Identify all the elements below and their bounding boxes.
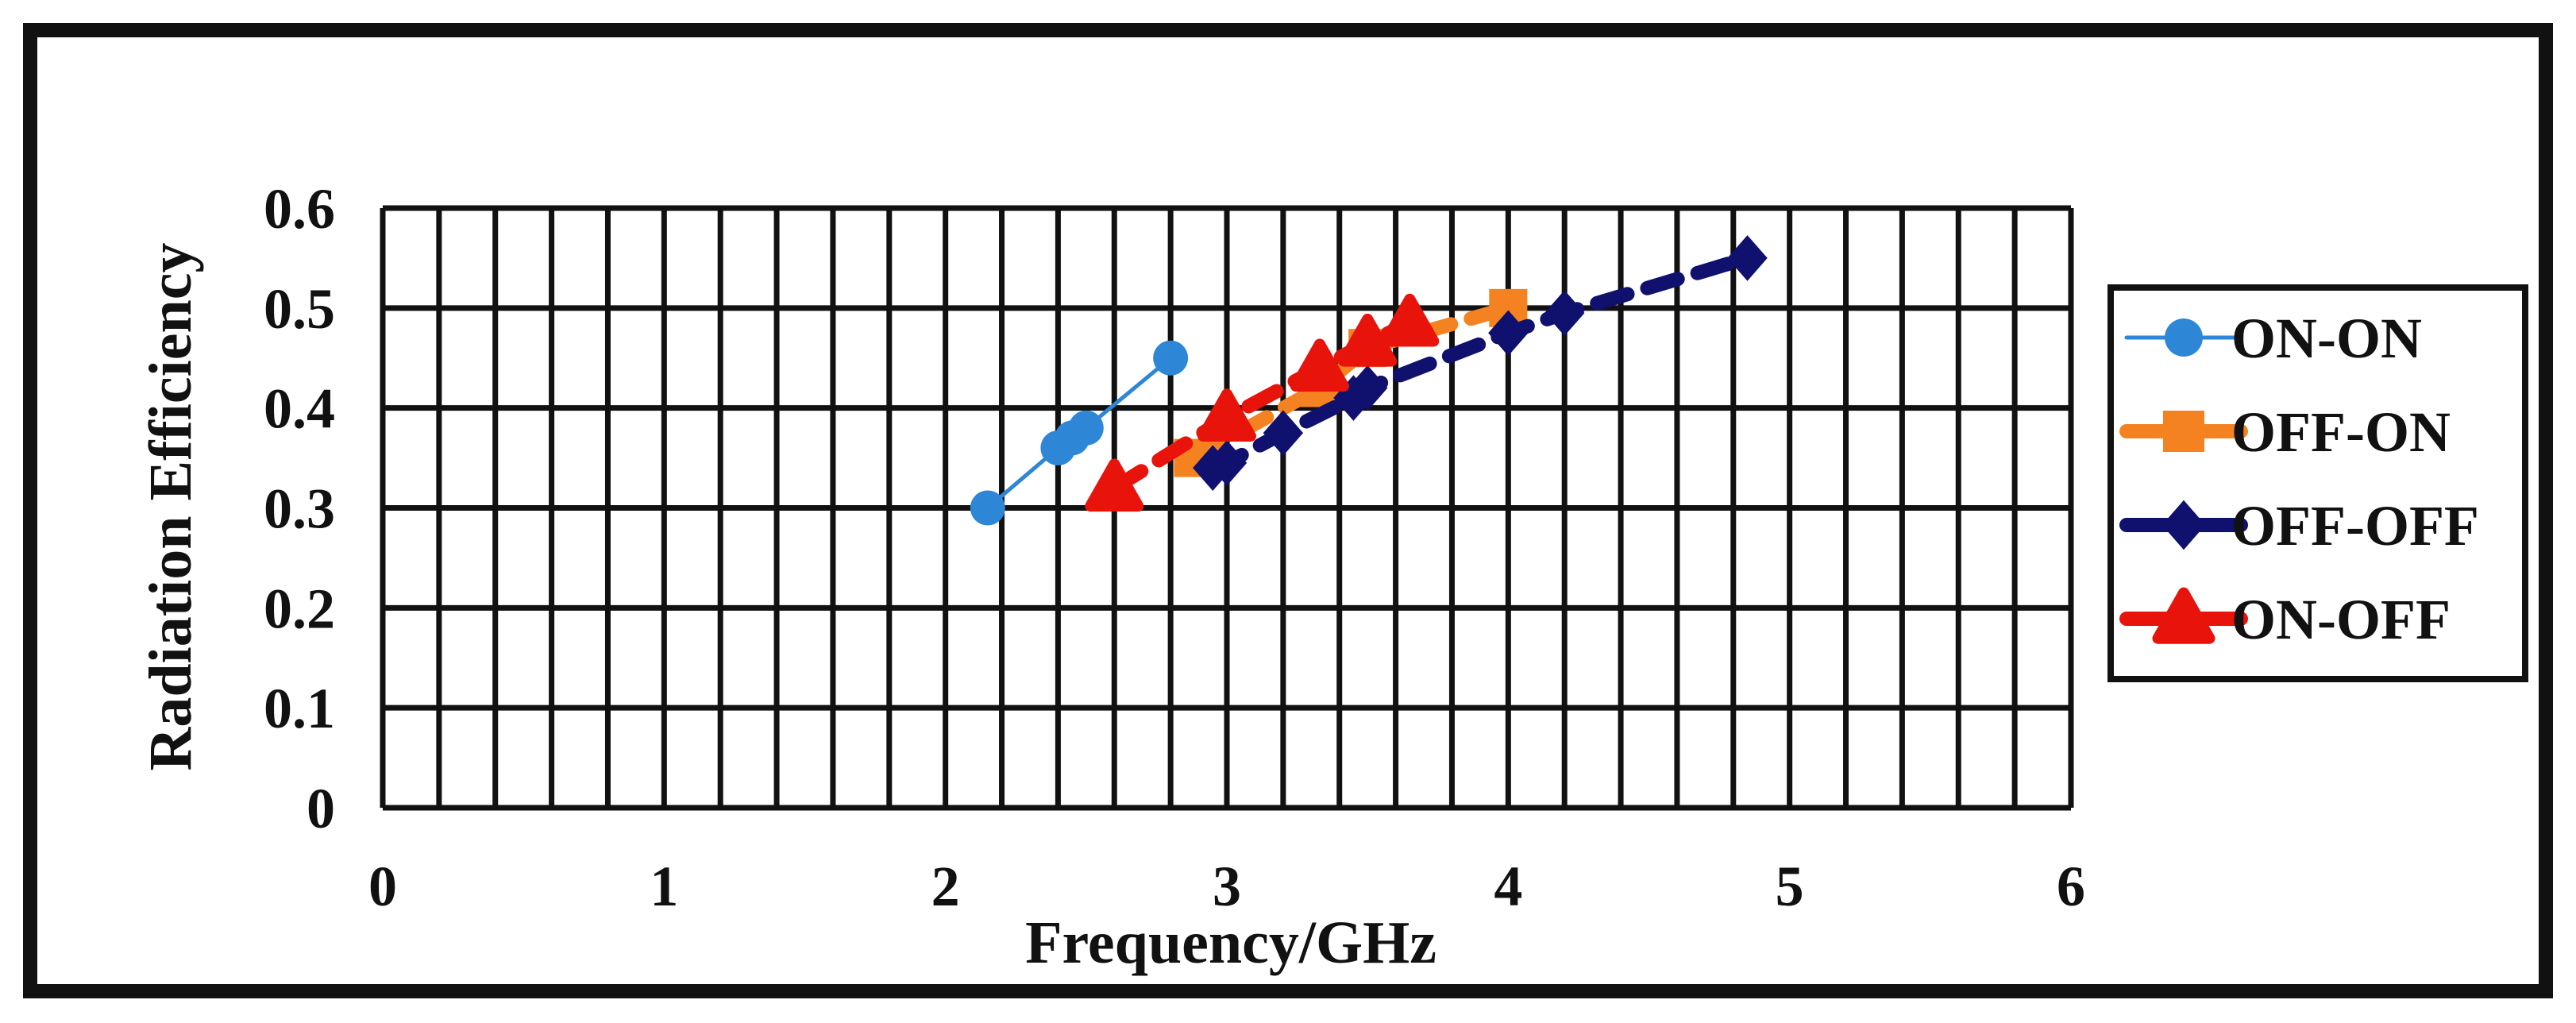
y-tick-label: 0.2	[264, 577, 335, 640]
y-tick-label: 0.6	[264, 177, 335, 241]
marker-diamond	[1727, 235, 1768, 281]
marker-triangle	[1380, 293, 1440, 347]
y-tick-label: 0	[307, 777, 335, 840]
marker-triangle	[1197, 388, 1256, 442]
legend-label: OFF-OFF	[2231, 494, 2479, 558]
marker-diamond	[1206, 440, 1248, 486]
x-tick-label: 2	[931, 855, 960, 918]
y-tick-label: 0.1	[264, 677, 335, 740]
marker-triangle	[1085, 458, 1144, 512]
legend-label: ON-ON	[2231, 307, 2422, 370]
series-layer	[970, 235, 1768, 526]
marker-triangle	[1290, 338, 1349, 392]
x-tick-label: 0	[368, 855, 397, 918]
legend-item: ON-ON	[2124, 307, 2422, 370]
series-off-off	[1193, 235, 1768, 491]
marker-square	[2163, 411, 2204, 452]
marker-triangle	[2152, 587, 2215, 644]
legend-label: OFF-ON	[2231, 400, 2451, 464]
marker-circle	[1153, 340, 1189, 376]
marker-diamond	[1488, 310, 1529, 357]
legend-label: ON-OFF	[2231, 588, 2451, 651]
x-tick-label: 4	[1494, 855, 1522, 918]
marker-circle	[970, 490, 1005, 526]
legend-item: ON-OFF	[2119, 587, 2451, 651]
x-axis-label: Frequency/GHz	[1025, 909, 1436, 976]
marker-diamond	[1263, 410, 1304, 456]
y-tick-label: 0.3	[264, 477, 335, 541]
marker-circle	[1068, 410, 1104, 446]
marker-triangle	[1338, 313, 1398, 367]
marker-diamond	[1347, 365, 1388, 411]
x-tick-label: 6	[2057, 855, 2085, 918]
series-line	[1186, 300, 1516, 465]
y-tick-labels: 0 0.1 0.2 0.3 0.4 0.5 0.6	[264, 177, 335, 840]
y-tick-label: 0.4	[264, 377, 335, 441]
y-tick-label: 0.5	[264, 277, 335, 341]
legend-item: OFF-OFF	[2119, 494, 2479, 558]
y-axis-label: Radiation Efficiency	[137, 243, 204, 771]
legend: ON-ON OFF-ON OFF-OFF ON-OFF	[2107, 284, 2528, 682]
x-tick-label: 3	[1213, 855, 1241, 918]
series-on-on	[970, 340, 1189, 526]
x-tick-label: 5	[1776, 855, 1804, 918]
legend-item: OFF-ON	[2119, 400, 2451, 464]
x-tick-labels: 0 1 2 3 4 5 6	[368, 855, 2085, 918]
marker-diamond	[2161, 500, 2206, 550]
series-on-off	[1085, 293, 1440, 512]
marker-diamond	[1544, 290, 1585, 336]
marker-circle	[2165, 318, 2203, 357]
x-tick-label: 1	[650, 855, 678, 918]
